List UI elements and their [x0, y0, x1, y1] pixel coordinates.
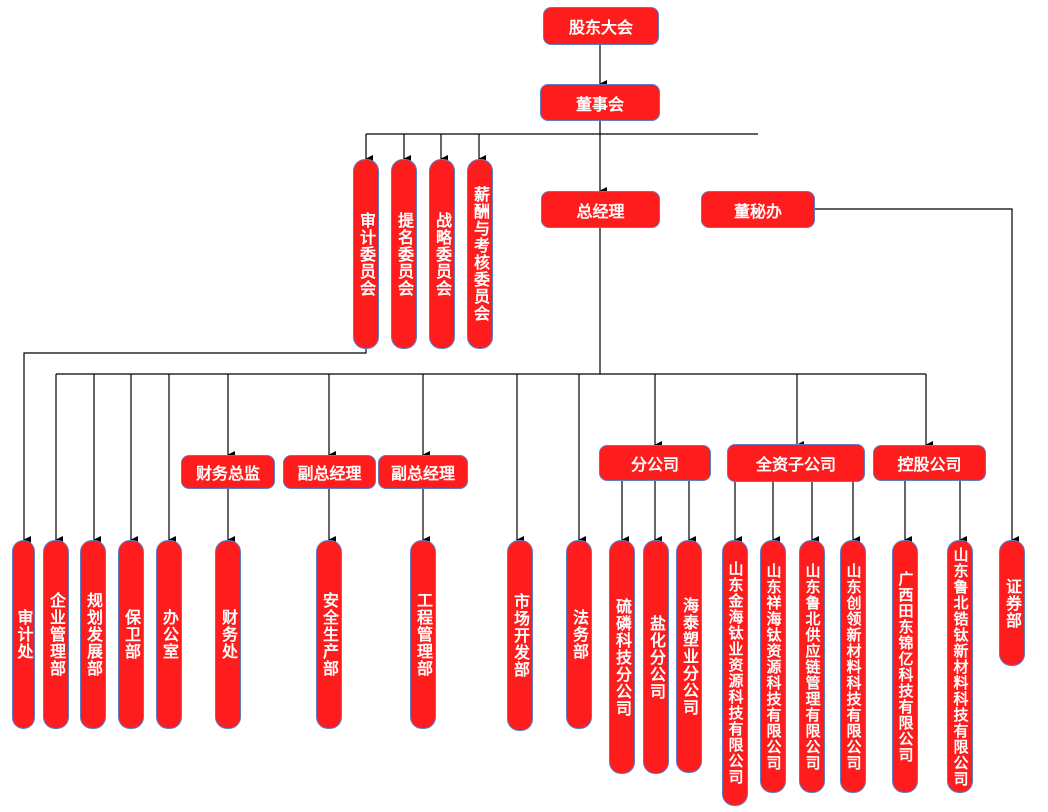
node-nomination-committee: 提名委员会	[391, 159, 417, 349]
node-label: 分公司	[630, 455, 679, 474]
node-security: 保卫部	[118, 540, 144, 729]
node-label: 董事会	[575, 94, 624, 114]
node-board-secretary-office: 董秘办	[701, 191, 815, 228]
node-deputy-gm-1: 副总经理	[283, 455, 376, 489]
node-strategy-committee: 战略委员会	[429, 159, 455, 349]
node-board: 董事会	[540, 84, 660, 121]
node-sub-chuangling: 山东创领新材料科技有限公司	[840, 540, 866, 793]
node-label: 战略委员会	[433, 211, 452, 297]
node-sub-lubei-supply: 山东鲁北供应链管理有限公司	[799, 540, 825, 793]
node-label: 保卫部	[122, 609, 141, 660]
node-label: 控股公司	[897, 455, 962, 474]
node-label: 股东大会	[568, 18, 633, 37]
node-label: 法务部	[570, 609, 589, 660]
node-branches: 分公司	[599, 445, 711, 481]
node-label: 山东创领新材料科技有限公司	[844, 562, 863, 771]
node-office: 办公室	[156, 540, 182, 729]
node-label: 审计处	[14, 609, 34, 660]
node-holding: 控股公司	[873, 445, 986, 481]
node-label: 薪酬与考核委员会	[471, 186, 490, 322]
node-general-manager: 总经理	[541, 191, 660, 228]
node-securities: 证券部	[999, 540, 1025, 666]
node-hold-guangxi-tiandong: 广西田东锦亿科技有限公司	[892, 540, 918, 793]
node-cfo: 财务总监	[181, 455, 275, 489]
node-label: 安全生产部	[320, 592, 339, 677]
node-sub-xianghai: 山东祥海钛资源科技有限公司	[760, 540, 786, 793]
node-shareholders: 股东大会	[543, 7, 659, 45]
node-audit-committee: 审计委员会	[353, 159, 379, 349]
node-label: 审计委员会	[357, 211, 376, 297]
node-legal: 法务部	[566, 540, 592, 729]
node-enterprise-management: 企业管理部	[43, 540, 69, 729]
node-compensation-committee: 薪酬与考核委员会	[467, 159, 493, 349]
node-label: 董秘办	[733, 201, 782, 221]
node-label: 市场开发部	[511, 593, 530, 678]
node-label: 证券部	[1003, 577, 1022, 629]
connector-line	[815, 208, 1019, 544]
node-label: 财务总监	[195, 464, 260, 483]
node-label: 山东祥海钛资源科技有限公司	[764, 562, 783, 771]
node-label: 山东鲁北供应链管理有限公司	[803, 562, 822, 771]
node-hold-lubei-zirconium: 山东鲁北锆钛新材料科技有限公司	[947, 540, 973, 793]
node-audit-office: 审计处	[12, 540, 35, 729]
node-label: 山东鲁北锆钛新材料科技有限公司	[951, 546, 970, 787]
node-label: 全资子公司	[755, 455, 836, 474]
node-label: 提名委员会	[395, 211, 414, 297]
node-label: 总经理	[576, 201, 625, 221]
node-market-development: 市场开发部	[507, 540, 533, 731]
node-label: 企业管理部	[47, 592, 66, 677]
node-label: 山东金海钛业资源科技有限公司	[726, 561, 745, 785]
node-engineering-management: 工程管理部	[410, 540, 436, 729]
node-label: 规划发展部	[84, 592, 103, 677]
node-label: 办公室	[160, 609, 179, 660]
node-branch-salt-chemical: 盐化分公司	[643, 540, 669, 774]
node-finance-office: 财务处	[215, 540, 241, 729]
node-label: 盐化分公司	[647, 614, 666, 700]
node-planning-development: 规划发展部	[80, 540, 106, 729]
node-label: 副总经理	[390, 464, 455, 483]
node-label: 副总经理	[297, 464, 362, 483]
node-sub-jinhai: 山东金海钛业资源科技有限公司	[722, 540, 748, 806]
connector-line	[23, 349, 367, 544]
node-label: 广西田东锦亿科技有限公司	[896, 570, 915, 763]
node-branch-haitai-plastics: 海泰塑业分公司	[676, 540, 702, 773]
node-wholly-owned: 全资子公司	[727, 444, 865, 482]
node-safety-production: 安全生产部	[316, 540, 342, 729]
node-label: 海泰塑业分公司	[680, 597, 699, 716]
node-deputy-gm-2: 副总经理	[378, 455, 468, 489]
node-label: 财务处	[219, 609, 238, 660]
node-branch-sulfur-phosphorus: 硫磷科技分公司	[609, 540, 635, 774]
node-label: 硫磷科技分公司	[613, 597, 632, 717]
node-label: 工程管理部	[414, 592, 433, 677]
